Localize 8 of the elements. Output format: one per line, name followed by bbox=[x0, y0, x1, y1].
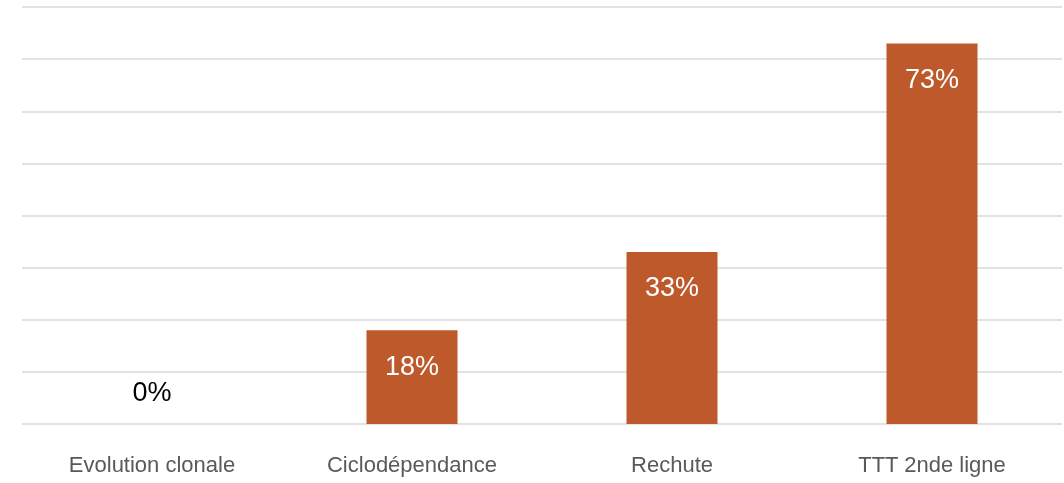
x-tick-label: Ciclodépendance bbox=[326, 451, 498, 477]
data-label: 33% bbox=[644, 272, 700, 303]
data-label: 0% bbox=[132, 376, 172, 407]
x-tick-label: TTT 2nde ligne bbox=[858, 451, 1006, 477]
x-tick-label: Rechute bbox=[631, 451, 713, 477]
x-tick-label: Evolution clonale bbox=[68, 451, 236, 477]
data-label: 73% bbox=[904, 63, 960, 94]
data-label: 18% bbox=[384, 350, 440, 381]
